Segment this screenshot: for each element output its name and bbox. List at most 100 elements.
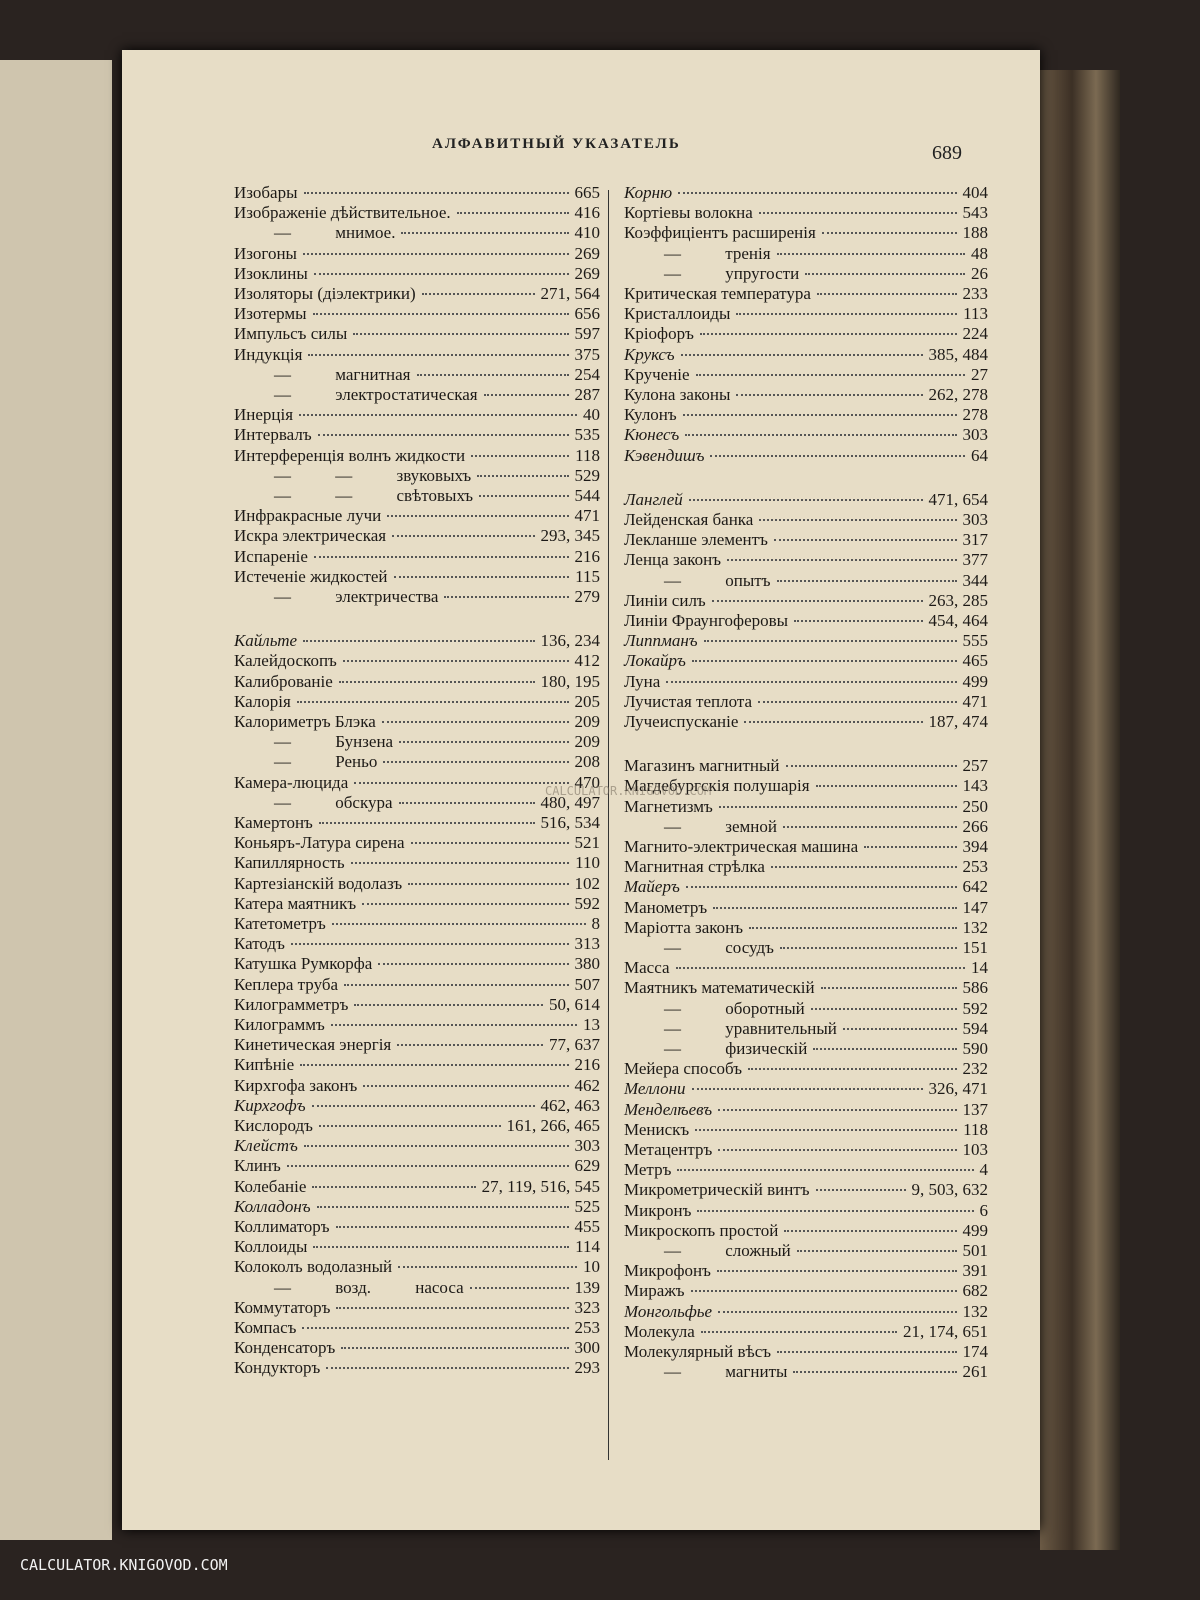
dot-leader [815, 1189, 906, 1192]
index-entry: Молекула 21, 174, 651 [624, 1322, 988, 1342]
dot-leader [299, 414, 577, 417]
entry-term: Капиллярность [234, 853, 345, 873]
entry-term: Кислородъ [234, 1116, 313, 1135]
entry-pages: 132 [962, 1301, 989, 1321]
entry-term: — сосудъ [664, 938, 774, 957]
index-entry: Капиллярность 110 [234, 853, 600, 873]
entry-term: Камера-люцида [234, 772, 349, 792]
entry-term: Катушка Румкорфа [234, 954, 373, 974]
entry-term: — физическій [664, 1039, 808, 1058]
entry-pages: 287 [574, 385, 601, 404]
dot-leader [685, 434, 957, 437]
dot-leader [821, 232, 957, 235]
entry-pages: 269 [574, 263, 601, 283]
index-entry: Килограмметръ 50, 614 [234, 995, 600, 1015]
entry-pages: 470 [574, 772, 601, 792]
dot-leader [410, 842, 569, 845]
index-entry: — тренія 48 [664, 244, 988, 264]
index-entry: Локайръ 465 [624, 651, 988, 671]
index-entry: Кондукторъ 293 [234, 1358, 600, 1378]
index-entry: Микроскопъ простой 499 [624, 1221, 988, 1241]
entry-pages: 188 [962, 223, 989, 243]
dot-leader [805, 272, 965, 275]
entry-pages: 6 [979, 1200, 989, 1220]
entry-term: Круксъ [624, 344, 675, 364]
dot-leader [393, 575, 570, 578]
entry-term: Кирхгофъ [234, 1095, 306, 1115]
entry-term: Метацентръ [624, 1140, 713, 1159]
dot-leader [469, 1286, 569, 1289]
dot-leader [703, 640, 957, 643]
entry-pages: 377 [962, 550, 989, 570]
entry-term: Изображеніе дѣйствительное. [234, 203, 451, 223]
dot-leader [318, 822, 535, 824]
entry-term: Метръ [624, 1160, 672, 1180]
entry-pages: 262, 278 [928, 385, 989, 404]
index-entry: — — звуковыхъ 529 [274, 466, 600, 486]
index-entry: Коллоиды 114 [234, 1237, 600, 1257]
entry-term: Кріофоръ [624, 324, 694, 344]
dot-leader [718, 1149, 957, 1151]
entry-pages: 521 [574, 833, 601, 853]
entry-pages: 303 [962, 425, 989, 445]
index-entry: Меллони 326, 471 [624, 1079, 988, 1099]
index-entry: — физическій 590 [664, 1039, 988, 1059]
entry-term: Менискъ [624, 1119, 690, 1139]
index-entry: — сложный 501 [664, 1241, 988, 1261]
dot-leader [342, 660, 569, 663]
entry-term: Линіи Фраунгоферовы [624, 611, 789, 630]
dot-leader [378, 963, 569, 966]
index-entry: — земной 266 [664, 817, 988, 837]
index-entry: — магнитная 254 [274, 365, 600, 385]
entry-term: Лучистая теплота [624, 691, 753, 711]
dot-leader [312, 1185, 476, 1188]
entry-pages: 375 [574, 344, 601, 364]
dot-leader [682, 414, 957, 417]
dot-leader [748, 1068, 957, 1071]
entry-term: — уравнительный [664, 1018, 837, 1038]
entry-term: — оборотный [664, 998, 805, 1018]
entry-pages: 529 [574, 465, 601, 485]
index-entry: Калейдоскопъ 412 [234, 651, 600, 671]
index-entry: Импульсъ силы 597 [234, 324, 600, 344]
entry-pages: 535 [574, 425, 601, 445]
entry-pages: 293 [574, 1358, 601, 1378]
index-entry: Искра электрическая 293, 345 [234, 526, 600, 546]
index-entry: Компасъ 253 [234, 1318, 600, 1338]
entry-term: — мнимое. [274, 223, 396, 243]
dot-leader [685, 886, 957, 889]
index-entry: Кирхгофъ 462, 463 [234, 1096, 600, 1116]
index-entry: Конденсаторъ 300 [234, 1338, 600, 1358]
dot-leader [399, 741, 569, 744]
index-entry: Калориметръ Блэка 209 [234, 712, 600, 732]
watermark: CALCULATOR.KNIGOVOD.COM [545, 784, 712, 798]
dot-leader [344, 983, 569, 986]
dot-leader [312, 313, 569, 316]
dot-leader [796, 1250, 957, 1252]
dot-leader [416, 373, 569, 376]
dot-leader [810, 1007, 957, 1010]
entry-term: — упругости [664, 263, 800, 283]
index-entry: Изоклины 269 [234, 264, 600, 284]
index-entry: Колебаніе 27, 119, 516, 545 [234, 1177, 600, 1197]
dot-leader [354, 1003, 543, 1006]
dot-leader [691, 1088, 923, 1091]
entry-pages: 586 [962, 978, 989, 998]
index-entry: Лучеиспусканіе 187, 474 [624, 712, 988, 732]
dot-leader [864, 846, 957, 848]
index-entry: Коньяръ-Латура сирена 521 [234, 833, 600, 853]
entry-pages: 665 [574, 183, 601, 202]
dot-leader [363, 1084, 569, 1087]
entry-term: Инфракрасные лучи [234, 506, 382, 526]
entry-pages: 14 [971, 958, 988, 978]
entry-term: Монгольфье [624, 1301, 713, 1321]
index-entry: Монгольфье 132 [624, 1302, 988, 1322]
entry-term: — Реньо [274, 752, 378, 772]
entry-pages: 8 [591, 914, 601, 933]
entry-pages: 543 [962, 203, 989, 223]
dot-leader [353, 333, 569, 336]
dot-leader [697, 1209, 974, 1212]
entry-term: — — свѣтовыхъ [274, 486, 474, 505]
entry-pages: 114 [575, 1237, 600, 1257]
